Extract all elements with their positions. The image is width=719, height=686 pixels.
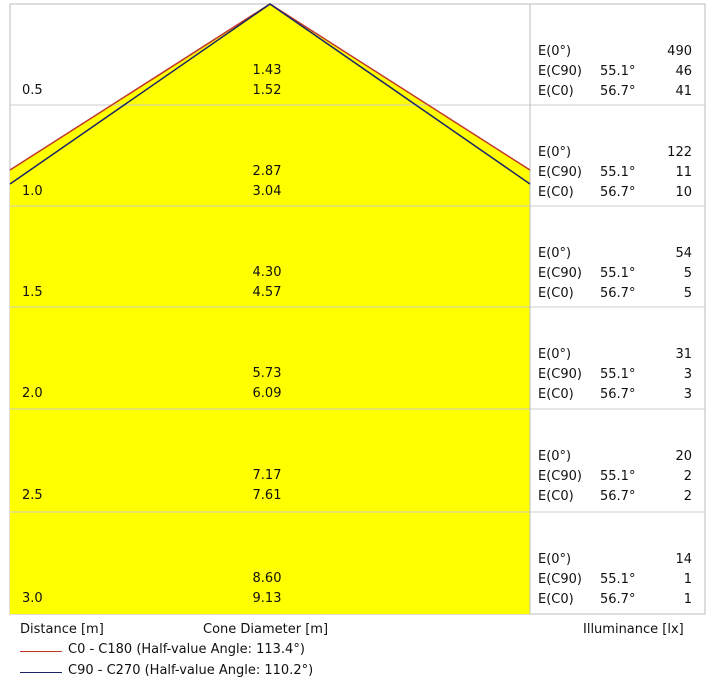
- cone-diameter-c0: 2.87: [252, 164, 282, 179]
- illuminance-center-value: 54: [675, 246, 692, 261]
- illuminance-c90-angle: 55.1°: [600, 165, 636, 180]
- cone-diameter-c0: 8.60: [252, 571, 282, 586]
- illuminance-c90-angle: 55.1°: [600, 367, 636, 382]
- illuminance-c90-value: 3: [683, 367, 692, 382]
- illuminance-c90-value: 1: [683, 572, 692, 587]
- legend-line-c0-c180: [20, 651, 62, 652]
- illuminance-c0-label: E(C0): [538, 286, 574, 301]
- cone-diameter-c90: 9.13: [252, 591, 282, 606]
- cone-diameter-c90: 3.04: [252, 184, 282, 199]
- illuminance-center-label: E(0°): [538, 552, 572, 567]
- illuminance-center-label: E(0°): [538, 347, 572, 362]
- illuminance-c90-angle: 55.1°: [600, 64, 636, 79]
- illuminance-c90-label: E(C90): [538, 165, 582, 180]
- illuminance-c0-angle: 56.7°: [600, 84, 636, 99]
- illuminance-c90-label: E(C90): [538, 64, 582, 79]
- cone-diameter-c0: 7.17: [252, 468, 282, 483]
- distance-value: 3.0: [22, 591, 43, 606]
- illuminance-center-value: 490: [667, 44, 692, 59]
- illuminance-c0-angle: 56.7°: [600, 387, 636, 402]
- illuminance-c0-label: E(C0): [538, 185, 574, 200]
- illuminance-c0-angle: 56.7°: [600, 185, 636, 200]
- illuminance-c0-label: E(C0): [538, 489, 574, 504]
- illuminance-c90-label: E(C90): [538, 572, 582, 587]
- illuminance-c0-angle: 56.7°: [600, 592, 636, 607]
- illuminance-c0-value: 3: [683, 387, 692, 402]
- row-dividers: [10, 104, 705, 513]
- illuminance-label: Illuminance [lx]: [583, 622, 684, 637]
- light-cone-diagram: [9, 3, 706, 615]
- illuminance-center-value: 14: [675, 552, 692, 567]
- c90-c270-cone-edge: [9, 3, 531, 185]
- illuminance-c0-value: 41: [675, 84, 692, 99]
- illuminance-c0-angle: 56.7°: [600, 286, 636, 301]
- cone-diameter-c0: 4.30: [252, 265, 282, 280]
- illuminance-c90-value: 5: [683, 266, 692, 281]
- illuminance-c90-angle: 55.1°: [600, 469, 636, 484]
- illuminance-center-label: E(0°): [538, 449, 572, 464]
- illuminance-c90-value: 2: [683, 469, 692, 484]
- diagram-footer: Distance [m] Cone Diameter [m] Illuminan…: [0, 622, 719, 686]
- illuminance-c90-value: 11: [675, 165, 692, 180]
- illuminance-center-value: 122: [667, 145, 692, 160]
- cone-diameter-c0: 5.73: [252, 366, 282, 381]
- illuminance-c0-value: 5: [683, 286, 692, 301]
- illuminance-c0-angle: 56.7°: [600, 489, 636, 504]
- illuminance-c90-label: E(C90): [538, 367, 582, 382]
- illuminance-center-value: 31: [675, 347, 692, 362]
- illuminance-c0-value: 2: [683, 489, 692, 504]
- cone-diameter-c90: 6.09: [252, 386, 282, 401]
- illuminance-c90-angle: 55.1°: [600, 572, 636, 587]
- illuminance-c0-label: E(C0): [538, 592, 574, 607]
- illuminance-c90-label: E(C90): [538, 266, 582, 281]
- distance-value: 2.5: [22, 488, 43, 503]
- illuminance-center-label: E(0°): [538, 246, 572, 261]
- illuminance-c0-label: E(C0): [538, 84, 574, 99]
- legend-line-c90-c270: [20, 672, 62, 673]
- illuminance-c0-value: 10: [675, 185, 692, 200]
- legend-c90-c270: C90 - C270 (Half-value Angle: 110.2°): [68, 663, 314, 678]
- illuminance-center-label: E(0°): [538, 145, 572, 160]
- illuminance-c0-value: 1: [683, 592, 692, 607]
- distance-value: 1.5: [22, 285, 43, 300]
- illuminance-center-value: 20: [675, 449, 692, 464]
- light-cone-fill: [10, 4, 530, 614]
- cone-diameter-c0: 1.43: [252, 63, 282, 78]
- distance-value: 1.0: [22, 184, 43, 199]
- cone-diameter-c90: 7.61: [252, 488, 282, 503]
- legend-c0-c180: C0 - C180 (Half-value Angle: 113.4°): [68, 642, 305, 657]
- illuminance-c90-label: E(C90): [538, 469, 582, 484]
- cone-diameter-c90: 1.52: [252, 83, 282, 98]
- distance-value: 0.5: [22, 83, 43, 98]
- distance-axis-label: Distance [m]: [20, 622, 104, 637]
- distance-value: 2.0: [22, 386, 43, 401]
- illuminance-c90-angle: 55.1°: [600, 266, 636, 281]
- cone-diameter-label: Cone Diameter [m]: [203, 622, 329, 637]
- illuminance-c90-value: 46: [675, 64, 692, 79]
- illuminance-c0-label: E(C0): [538, 387, 574, 402]
- cone-diameter-c90: 4.57: [252, 285, 282, 300]
- illuminance-center-label: E(0°): [538, 44, 572, 59]
